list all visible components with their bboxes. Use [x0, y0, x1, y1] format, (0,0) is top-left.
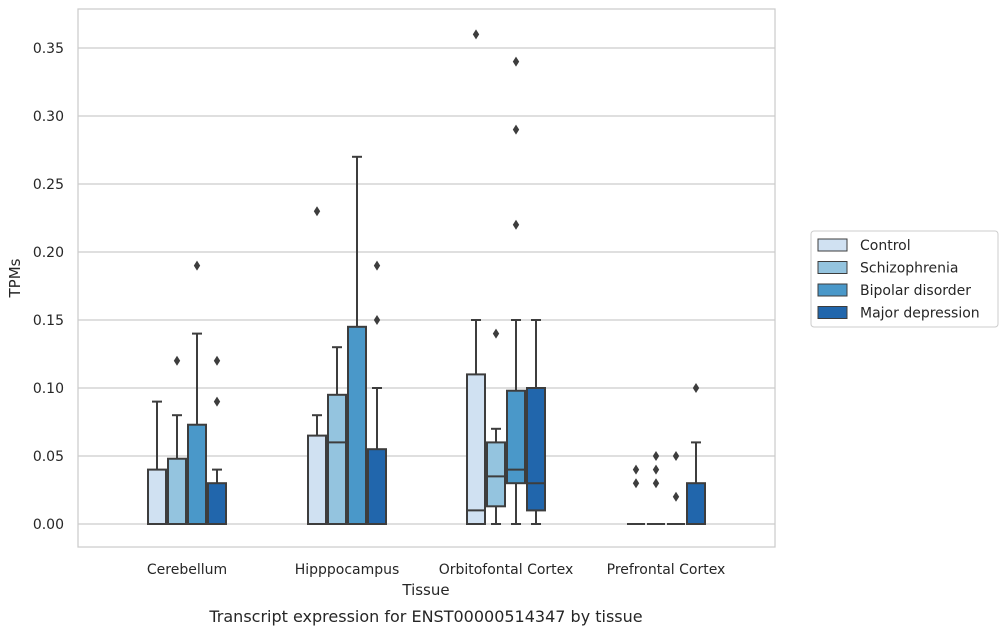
box-0-0 — [147, 400, 167, 526]
y-tick-labels: 0.00 0.05 0.10 0.15 0.20 0.25 0.30 0.35 — [33, 41, 64, 533]
box-body — [526, 387, 546, 512]
box-2-2 — [506, 319, 526, 525]
x-tick-label: Cerebellum — [147, 562, 227, 578]
box-3-1 — [367, 387, 387, 526]
box-body — [486, 441, 506, 508]
outlier-point — [492, 328, 500, 339]
legend-label: Major depression — [860, 306, 980, 322]
outlier-point — [652, 478, 660, 489]
outlier-point — [632, 478, 640, 489]
box-body — [466, 373, 486, 525]
gridlines — [78, 47, 775, 525]
box-body — [327, 393, 347, 525]
y-tick-label: 0.20 — [33, 245, 64, 261]
box-3-3 — [686, 441, 706, 526]
legend: Control Schizophrenia Bipolar disorder Majo… — [810, 230, 999, 328]
y-tick-label: 0.25 — [33, 177, 64, 193]
box-body — [147, 468, 167, 526]
outlier-point — [472, 29, 480, 40]
y-axis-title: TPMs — [6, 258, 24, 298]
y-tick-label: 0.10 — [33, 381, 64, 397]
x-tick-label: Prefrontal Cortex — [607, 562, 726, 578]
box-3-0 — [207, 468, 227, 526]
x-tick-label: Hipppocampus — [295, 562, 400, 578]
legend-frame — [810, 230, 999, 328]
outlier-point — [652, 451, 660, 461]
x-tick-labels: Cerebellum Hipppocampus Orbitofontal Corte… — [147, 562, 725, 578]
y-tick-label: 0.00 — [33, 517, 64, 533]
box-1-2 — [486, 427, 506, 525]
plot-frame — [77, 8, 776, 548]
outliers — [173, 29, 700, 502]
y-tick-label: 0.30 — [33, 109, 64, 125]
box-2-1 — [347, 155, 367, 525]
outlier-point — [632, 464, 640, 475]
outlier-point — [672, 491, 680, 502]
outlier-point — [672, 451, 680, 461]
legend-swatch — [817, 238, 848, 252]
outlier-point — [193, 260, 201, 271]
legend-label: Control — [860, 238, 911, 254]
box-body — [367, 448, 387, 526]
box-3-2 — [526, 319, 546, 525]
box-2-0 — [187, 332, 207, 525]
y-tick-label: 0.05 — [33, 449, 64, 465]
outlier-point — [213, 355, 221, 366]
outlier-point — [373, 315, 381, 325]
box-1-1 — [327, 346, 347, 525]
box-body — [187, 423, 207, 525]
legend-swatch — [817, 283, 848, 297]
box-1-0 — [167, 414, 187, 525]
legend-swatch — [817, 306, 848, 319]
box-body — [167, 457, 187, 525]
box-body — [347, 325, 367, 525]
outlier-point — [173, 355, 181, 366]
x-axis-title: Tissue — [401, 581, 449, 599]
outlier-point — [512, 124, 520, 135]
y-tick-label: 0.15 — [33, 313, 64, 329]
x-tick-label: Orbitofontal Cortex — [439, 562, 574, 578]
box-body — [207, 482, 227, 526]
outlier-point — [213, 396, 221, 407]
boxes — [147, 155, 706, 526]
box-0-1 — [307, 414, 327, 526]
outlier-point — [692, 383, 700, 393]
box-0-2 — [466, 319, 486, 525]
outlier-point — [512, 56, 520, 67]
chart-caption: Transcript expression for ENST0000051434… — [208, 607, 642, 626]
box-body — [307, 434, 327, 526]
y-tick-label: 0.35 — [33, 41, 64, 57]
legend-label: Schizophrenia — [860, 261, 958, 277]
box-body — [506, 389, 526, 485]
legend-label: Bipolar disorder — [860, 283, 971, 299]
outlier-point — [313, 206, 321, 217]
outlier-point — [512, 219, 520, 230]
legend-swatch — [817, 261, 848, 274]
box-body — [686, 482, 706, 526]
outlier-point — [652, 464, 660, 475]
outlier-point — [373, 260, 381, 271]
